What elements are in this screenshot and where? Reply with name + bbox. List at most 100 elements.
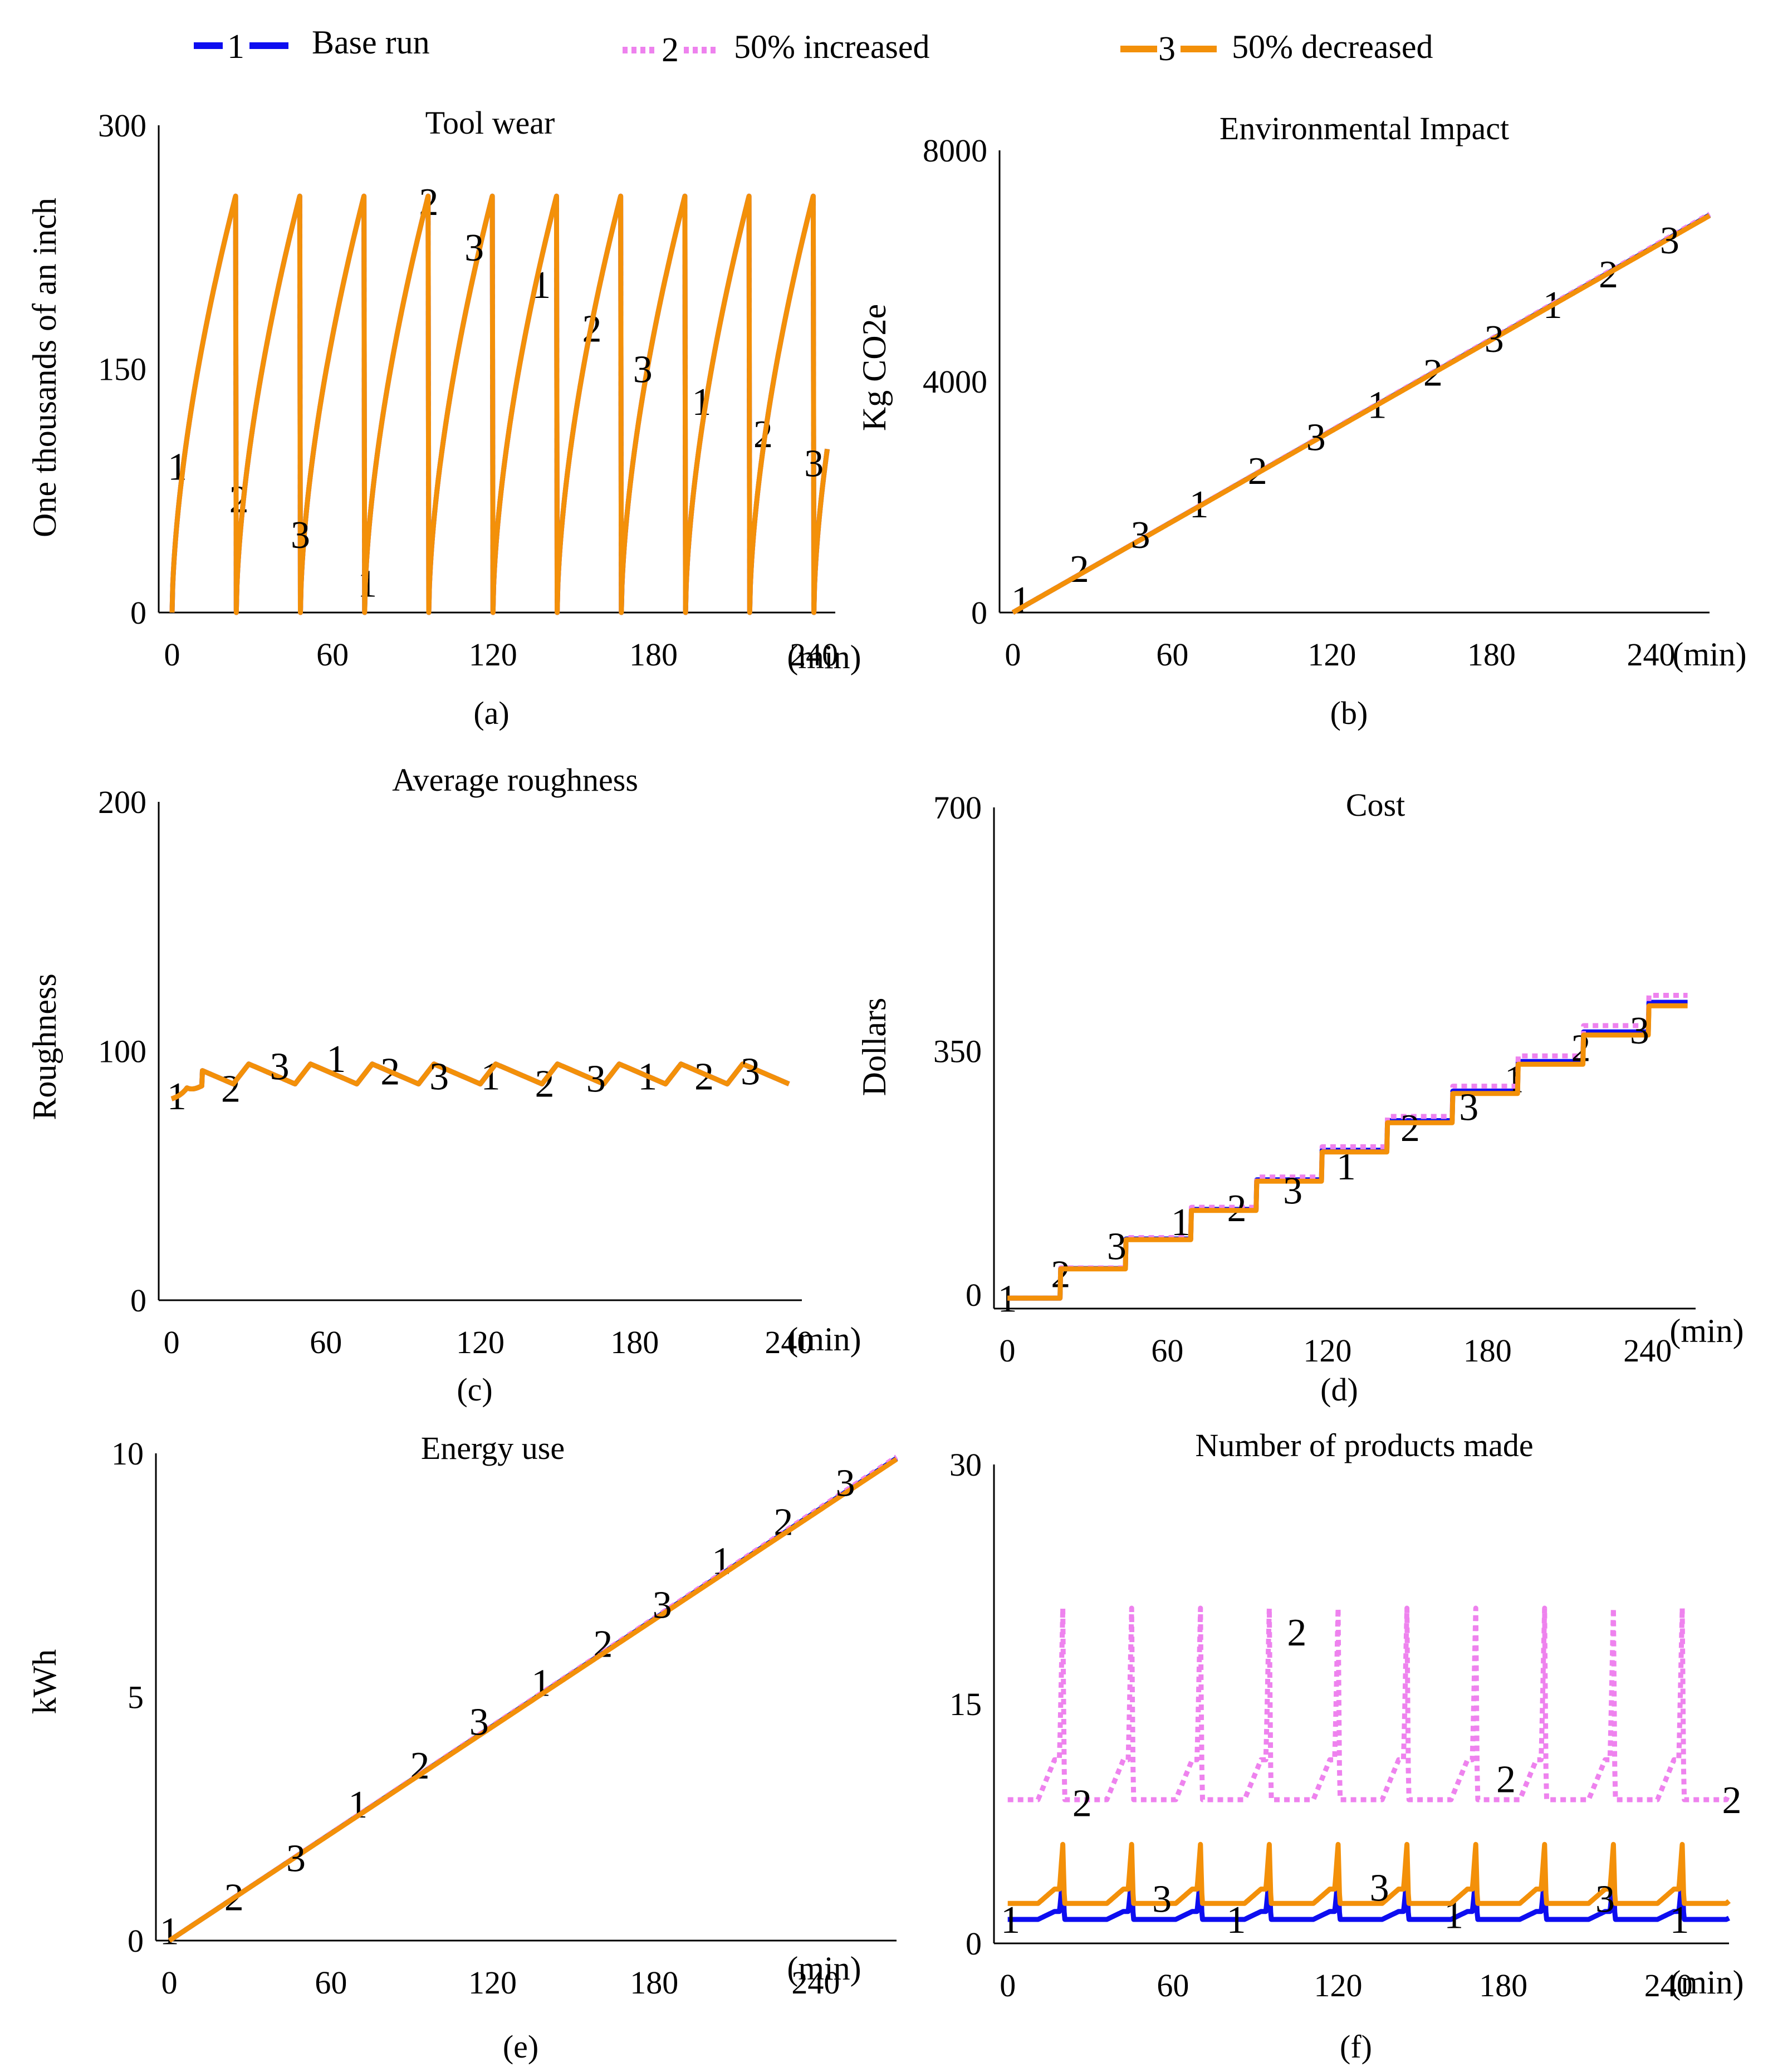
x-tick-label: 120 bbox=[468, 1965, 517, 2001]
x-tick-label: 240 bbox=[765, 1324, 813, 1360]
series-line-3 bbox=[1006, 1841, 1731, 1906]
series-line-3 bbox=[169, 193, 830, 615]
chart-title: Environmental Impact bbox=[1220, 110, 1509, 146]
y-axis-label: One thousands of an inch bbox=[26, 198, 63, 537]
x-tick-label: 240 bbox=[791, 1965, 840, 2001]
y-tick-label: 700 bbox=[933, 790, 982, 826]
series-marker-3: 3 bbox=[1660, 219, 1679, 262]
x-tick-label: 60 bbox=[1151, 1333, 1183, 1369]
x-tick-label: 0 bbox=[164, 1324, 180, 1360]
chart-caption: (d) bbox=[1320, 1371, 1358, 1408]
series-marker-3: 3 bbox=[429, 1055, 449, 1098]
x-tick-label: 0 bbox=[1005, 636, 1021, 673]
legend-marker-base: 1 bbox=[227, 28, 244, 66]
chart-a: Tool wear 0 60 120 180 240(min) 0 150 300 One tho… bbox=[26, 105, 861, 731]
legend-label-decreased: 50% decreased bbox=[1232, 28, 1433, 65]
x-tick-label: 120 bbox=[469, 636, 517, 673]
series-marker-1: 1 bbox=[1001, 1899, 1020, 1942]
x-tick-label: 0 bbox=[161, 1965, 178, 2001]
y-tick-label: 30 bbox=[949, 1447, 982, 1483]
series-marker-3: 3 bbox=[836, 1462, 855, 1505]
x-tick-label: 120 bbox=[1307, 636, 1356, 673]
x-tick-label: 0 bbox=[164, 636, 180, 673]
chart-c: Average roughness 0 60 120 180 240(min) 0 100 20… bbox=[26, 762, 861, 1408]
series-line-2 bbox=[1006, 1605, 1732, 1802]
y-tick-label: 15 bbox=[949, 1686, 982, 1722]
legend-label-base: Base run bbox=[312, 24, 430, 61]
series-marker-3: 3 bbox=[291, 514, 310, 557]
legend-marker-decreased: 3 bbox=[1158, 30, 1176, 68]
series-marker-3: 3 bbox=[1306, 417, 1326, 459]
series-line-1 bbox=[1006, 1874, 1731, 1922]
series-line-3 bbox=[167, 1457, 899, 1943]
y-tick-label: 0 bbox=[130, 1282, 146, 1319]
x-axis-label: (min) bbox=[1669, 1312, 1743, 1349]
x-axis-label: (min) bbox=[787, 1950, 861, 1987]
legend: 1 Base run 2 50% increased 3 50% decreas… bbox=[194, 24, 1433, 69]
x-tick-label: 180 bbox=[610, 1324, 659, 1360]
y-tick-label: 10 bbox=[111, 1436, 144, 1472]
y-tick-label: 0 bbox=[130, 595, 146, 631]
series-marker-1: 1 bbox=[160, 1911, 179, 1953]
y-axis-label: kWh bbox=[26, 1649, 63, 1715]
series-marker-2: 2 bbox=[1072, 1782, 1092, 1825]
y-axis-label: Dollars bbox=[856, 998, 893, 1096]
chart-title: Energy use bbox=[421, 1430, 565, 1466]
x-axis-label: (min) bbox=[1672, 636, 1746, 673]
x-tick-label: 180 bbox=[1467, 636, 1516, 673]
chart-caption: (a) bbox=[473, 695, 509, 731]
x-tick-label: 60 bbox=[310, 1324, 342, 1360]
y-tick-label: 8000 bbox=[923, 133, 987, 169]
x-tick-label: 0 bbox=[999, 1333, 1015, 1369]
y-tick-label: 0 bbox=[966, 1926, 982, 1962]
legend-entry-decreased: 3 50% decreased bbox=[1120, 28, 1433, 68]
y-axis-label: Kg CO2e bbox=[856, 304, 893, 431]
x-tick-label: 240 bbox=[790, 636, 838, 673]
series-marker-2: 2 bbox=[1287, 1611, 1306, 1654]
x-tick-label: 60 bbox=[1156, 636, 1188, 673]
series-marker-3: 3 bbox=[586, 1058, 606, 1101]
legend-entry-increased: 2 50% increased bbox=[623, 28, 930, 69]
legend-label-increased: 50% increased bbox=[734, 28, 930, 65]
series-marker-3: 3 bbox=[1485, 318, 1504, 361]
series-marker-3: 3 bbox=[741, 1050, 760, 1093]
chart-caption: (b) bbox=[1330, 695, 1368, 731]
x-tick-label: 180 bbox=[629, 636, 678, 673]
series-marker-3: 3 bbox=[1459, 1086, 1478, 1129]
series-marker-3: 3 bbox=[1283, 1170, 1302, 1213]
x-tick-label: 240 bbox=[1627, 636, 1675, 673]
series-marker-3: 3 bbox=[1630, 1010, 1649, 1052]
chart-title: Cost bbox=[1346, 787, 1405, 823]
series-line-3 bbox=[1005, 1003, 1689, 1301]
series-line-2 bbox=[169, 193, 830, 615]
y-tick-label: 200 bbox=[98, 784, 146, 820]
chart-title: Number of products made bbox=[1195, 1427, 1533, 1463]
series-marker-3: 3 bbox=[804, 443, 824, 486]
legend-entry-base: 1 Base run bbox=[194, 24, 430, 66]
chart-caption: (e) bbox=[503, 2029, 538, 2065]
y-tick-label: 300 bbox=[98, 107, 146, 144]
series-marker-3: 3 bbox=[1595, 1878, 1615, 1921]
y-tick-label: 0 bbox=[971, 595, 987, 631]
chart-caption: (f) bbox=[1340, 2029, 1372, 2065]
series-line-1 bbox=[169, 193, 830, 615]
legend-marker-increased: 2 bbox=[662, 31, 679, 69]
y-tick-label: 150 bbox=[98, 351, 146, 388]
series-marker-3: 3 bbox=[1131, 514, 1150, 557]
x-tick-label: 120 bbox=[456, 1324, 505, 1360]
series-marker-2: 2 bbox=[221, 1068, 241, 1111]
y-tick-label: 100 bbox=[98, 1033, 146, 1070]
series-line-3 bbox=[1011, 213, 1712, 615]
x-tick-label: 120 bbox=[1303, 1333, 1351, 1369]
x-tick-label: 180 bbox=[630, 1965, 678, 2001]
series-marker-2: 2 bbox=[1400, 1107, 1420, 1150]
x-tick-label: 120 bbox=[1314, 1967, 1362, 2004]
x-axis-label: (min) bbox=[787, 1321, 861, 1358]
x-tick-label: 60 bbox=[315, 1965, 347, 2001]
chart-title: Tool wear bbox=[425, 105, 555, 141]
series-marker-1: 1 bbox=[1011, 579, 1031, 622]
